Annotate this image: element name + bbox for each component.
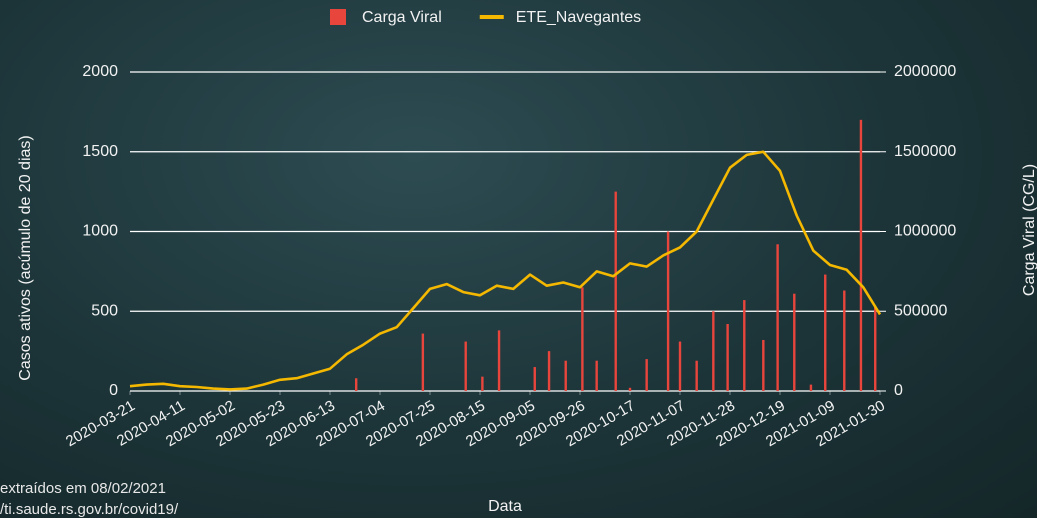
bar — [762, 339, 765, 391]
line — [129, 150, 882, 391]
bar — [678, 341, 682, 391]
bar — [712, 311, 715, 391]
legend-label: Carga Viral — [362, 9, 442, 26]
bar — [497, 330, 501, 391]
bar — [874, 306, 877, 391]
bar — [533, 367, 536, 391]
bar — [695, 360, 698, 391]
y-tick-label: 2000 — [82, 63, 118, 80]
bar — [743, 300, 746, 391]
note: /ti.saude.rs.gov.br/covid19/ — [0, 501, 179, 518]
bar — [809, 384, 813, 391]
bar — [421, 333, 425, 391]
bar — [843, 290, 846, 391]
bar — [793, 293, 796, 391]
y-tick-label: 1500 — [82, 143, 118, 160]
y-tick-label: 500 — [91, 302, 118, 319]
y-tick-label: 0 — [109, 382, 118, 399]
y2-tick-label: 1500000 — [894, 143, 956, 160]
bar — [547, 351, 551, 391]
bar — [859, 119, 863, 391]
bar — [564, 360, 567, 391]
y2-tick-label: 1000000 — [894, 223, 956, 240]
note: extraídos em 08/02/2021 — [0, 480, 166, 497]
y2-tick-label: 2000000 — [894, 63, 956, 80]
bar — [464, 341, 467, 391]
bar — [354, 378, 358, 391]
y-axis-label: Casos ativos (acúmulo de 20 dias) — [17, 135, 34, 380]
y2-tick-label: 500000 — [894, 302, 947, 319]
y2-tick-label: 0 — [894, 382, 903, 399]
bar — [628, 387, 632, 391]
bar — [581, 287, 584, 391]
bar — [481, 376, 484, 391]
bar — [595, 360, 598, 391]
bar — [645, 359, 648, 391]
y-tick-label: 1000 — [82, 223, 118, 240]
legend-swatch — [330, 9, 346, 25]
y2-axis-label: Carga Viral (CG/L) — [1021, 164, 1037, 296]
bar — [726, 324, 729, 391]
bar — [776, 244, 779, 391]
bar — [614, 191, 617, 391]
bar — [824, 274, 827, 391]
x-axis-label: Data — [488, 498, 522, 515]
bar — [666, 231, 670, 391]
legend-label: ETE_Navegantes — [516, 9, 641, 26]
